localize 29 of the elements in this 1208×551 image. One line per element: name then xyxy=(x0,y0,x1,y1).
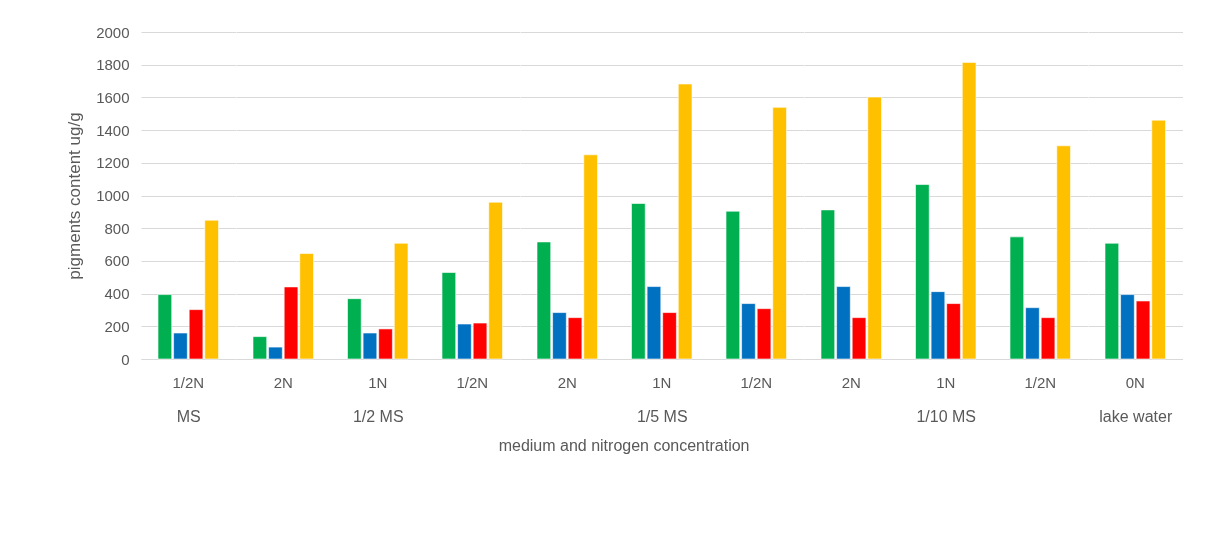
y-tick-label: 0 xyxy=(121,350,130,368)
y-tick-label: 400 xyxy=(104,285,130,303)
text: medium and nitrogen concentration xyxy=(498,437,750,454)
x-tick-label: 1/2N xyxy=(456,373,489,391)
y-tick-label: 600 xyxy=(104,252,130,270)
x-tick-label: 1/2N xyxy=(740,373,773,391)
y-tick-label: 200 xyxy=(104,317,130,335)
x-tick-label: 1/2N xyxy=(172,373,205,391)
x-tick-label: 2N xyxy=(557,373,577,391)
y-tick-label: 1400 xyxy=(96,121,130,139)
y-axis-title: pigments content ug/g xyxy=(65,112,85,280)
x-tick-label: 1N xyxy=(936,373,956,391)
x-tick-label: 1N xyxy=(368,373,388,391)
y-tick-label: 1000 xyxy=(96,187,130,204)
y-tick-label: 1200 xyxy=(96,154,130,172)
x-tick-label: 1N xyxy=(652,373,672,391)
x-tick-label: 2N xyxy=(273,373,293,391)
x-axis-title: 1/2 MS xyxy=(352,407,404,425)
x-axis-title: lake water xyxy=(1099,407,1173,425)
y-tick-label: 800 xyxy=(104,219,130,237)
x-tick-label: 0N xyxy=(1125,373,1145,391)
y-tick-label: 2000 xyxy=(96,23,130,41)
y-tick-label: 1800 xyxy=(96,56,130,74)
x-tick-label: 2N xyxy=(841,373,861,391)
x-axis-title: 1/10 MS xyxy=(916,407,977,425)
x-tick-label: 1/2N xyxy=(1024,373,1057,391)
x-axis-title: 1/5 MS xyxy=(636,407,688,425)
x-axis-title: MS xyxy=(176,407,201,425)
y-tick-label: 1600 xyxy=(96,88,130,106)
